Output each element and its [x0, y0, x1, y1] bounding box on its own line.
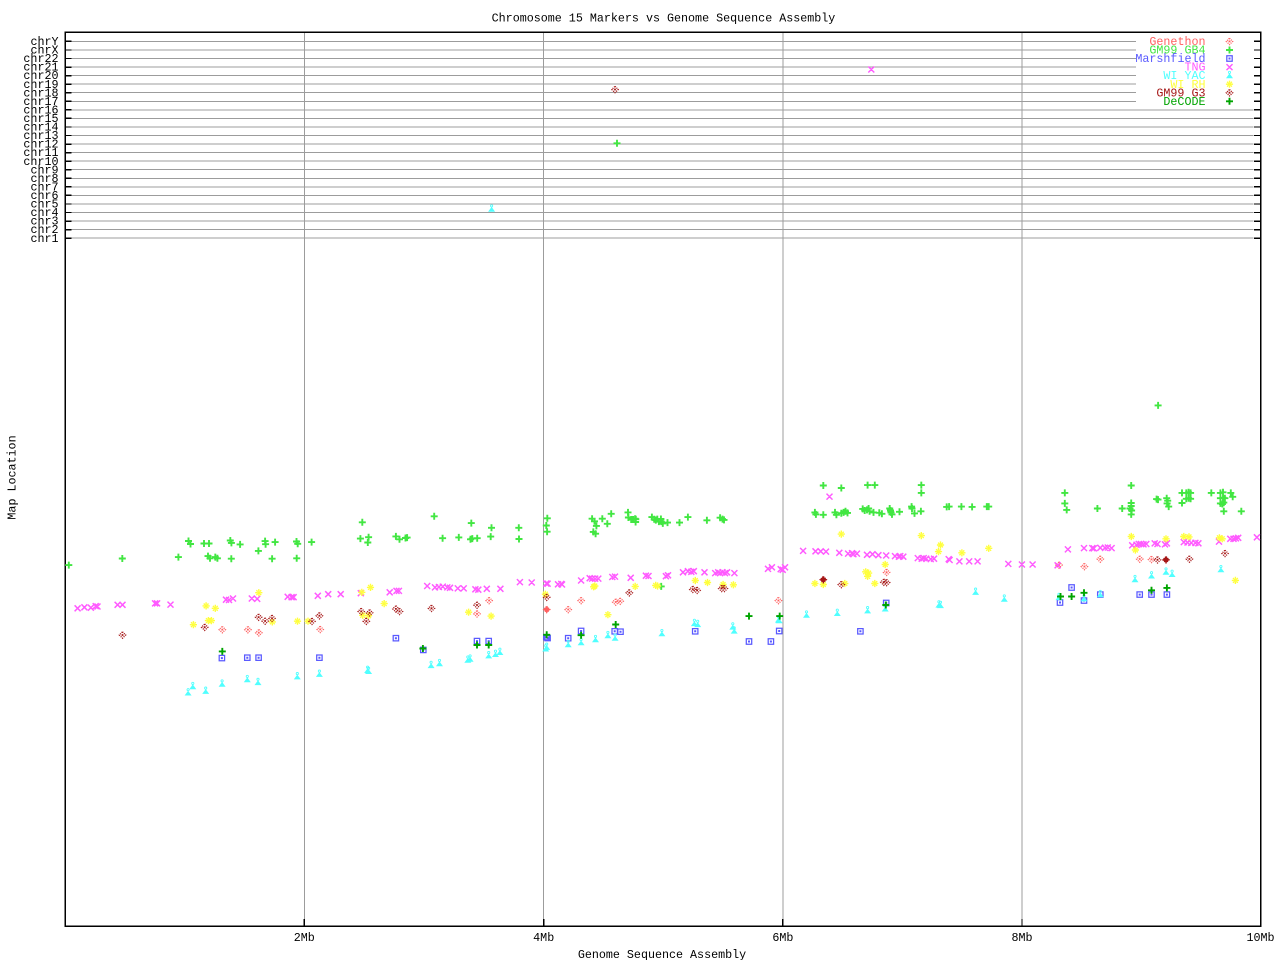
svg-text:chr9: chr9 — [30, 163, 58, 177]
svg-text:chr18: chr18 — [23, 86, 58, 100]
svg-text:Map Location: Map Location — [6, 435, 20, 519]
svg-text:chr3: chr3 — [30, 215, 58, 229]
svg-text:8Mb: 8Mb — [1011, 931, 1032, 945]
svg-text:10Mb: 10Mb — [1246, 931, 1274, 945]
svg-text:chr1: chr1 — [30, 232, 58, 246]
svg-text:chr7: chr7 — [30, 181, 58, 195]
svg-text:Chromosome 15 Markers vs Genom: Chromosome 15 Markers vs Genome Sequence… — [492, 11, 836, 25]
svg-text:chr12: chr12 — [23, 138, 58, 152]
svg-text:chr14: chr14 — [23, 121, 58, 135]
svg-text:DeCODE: DeCODE — [1163, 95, 1205, 109]
svg-text:chr2: chr2 — [30, 223, 58, 237]
svg-text:chr10: chr10 — [23, 155, 58, 169]
svg-text:GM99 G3: GM99 G3 — [1156, 86, 1205, 100]
svg-text:chrX: chrX — [30, 44, 58, 58]
svg-text:chr21: chr21 — [23, 61, 58, 75]
svg-text:4Mb: 4Mb — [533, 931, 554, 945]
svg-text:chr20: chr20 — [23, 69, 58, 83]
svg-text:chr13: chr13 — [23, 129, 58, 143]
svg-text:chr15: chr15 — [23, 112, 58, 126]
svg-text:Genethon: Genethon — [1149, 35, 1205, 49]
svg-text:chr4: chr4 — [30, 206, 58, 220]
svg-text:chr22: chr22 — [23, 52, 58, 66]
svg-text:Genome Sequence Assembly: Genome Sequence Assembly — [578, 948, 746, 960]
svg-text:6Mb: 6Mb — [772, 931, 793, 945]
svg-text:chr16: chr16 — [23, 103, 58, 117]
svg-text:chr6: chr6 — [30, 189, 58, 203]
svg-text:chr17: chr17 — [23, 95, 58, 109]
svg-text:WI RH: WI RH — [1170, 78, 1205, 92]
svg-text:chr11: chr11 — [23, 146, 58, 160]
svg-text:GM99 GB4: GM99 GB4 — [1149, 44, 1205, 58]
svg-text:chr19: chr19 — [23, 78, 58, 92]
svg-text:2Mb: 2Mb — [294, 931, 315, 945]
svg-text:WI YAC: WI YAC — [1163, 69, 1205, 83]
svg-text:chr8: chr8 — [30, 172, 58, 186]
svg-text:TNG: TNG — [1184, 61, 1205, 75]
svg-text:Marshfield: Marshfield — [1135, 52, 1205, 66]
svg-text:chr5: chr5 — [30, 198, 58, 212]
svg-text:chrY: chrY — [30, 35, 58, 49]
